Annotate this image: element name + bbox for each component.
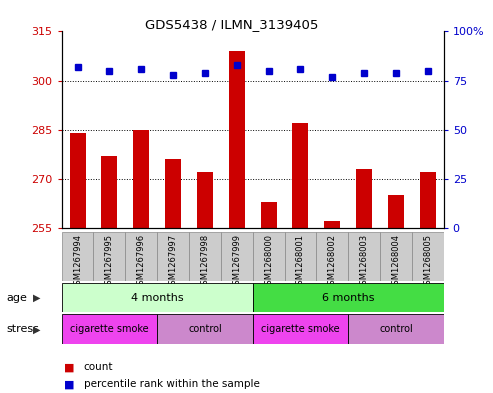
Bar [317, 232, 348, 281]
Bar [125, 232, 157, 281]
Bar [221, 232, 252, 281]
Bar [62, 283, 252, 312]
Text: age: age [6, 293, 27, 303]
Bar [133, 130, 149, 228]
Text: GSM1267996: GSM1267996 [137, 234, 146, 290]
Text: ■: ■ [64, 379, 74, 389]
Bar [62, 314, 157, 344]
Bar [94, 232, 125, 281]
Text: GDS5438 / ILMN_3139405: GDS5438 / ILMN_3139405 [145, 18, 318, 31]
Bar [261, 202, 277, 228]
Bar [252, 232, 284, 281]
Text: ■: ■ [64, 362, 74, 373]
Bar [388, 195, 404, 228]
Bar [420, 172, 436, 228]
Text: GSM1268002: GSM1268002 [328, 234, 337, 290]
Bar [157, 314, 252, 344]
Text: control: control [379, 324, 413, 334]
Text: ▶: ▶ [33, 324, 41, 334]
Text: percentile rank within the sample: percentile rank within the sample [84, 379, 260, 389]
Bar [189, 232, 221, 281]
Bar [252, 283, 444, 312]
Text: GSM1267998: GSM1267998 [200, 234, 210, 290]
Text: GSM1267994: GSM1267994 [73, 234, 82, 290]
Text: GSM1267995: GSM1267995 [105, 234, 114, 290]
Bar [412, 232, 444, 281]
Text: cigarette smoke: cigarette smoke [70, 324, 149, 334]
Text: GSM1268001: GSM1268001 [296, 234, 305, 290]
Text: 6 months: 6 months [322, 293, 374, 303]
Text: GSM1268000: GSM1268000 [264, 234, 273, 290]
Text: 4 months: 4 months [131, 293, 183, 303]
Bar [252, 314, 348, 344]
Text: GSM1267997: GSM1267997 [169, 234, 177, 290]
Bar [348, 314, 444, 344]
Text: count: count [84, 362, 113, 373]
Bar [157, 232, 189, 281]
Text: GSM1267999: GSM1267999 [232, 234, 241, 290]
Bar [102, 156, 117, 228]
Bar [324, 221, 340, 228]
Text: ▶: ▶ [33, 293, 41, 303]
Bar [356, 169, 372, 228]
Text: GSM1268004: GSM1268004 [391, 234, 400, 290]
Bar [292, 123, 309, 228]
Bar [62, 232, 94, 281]
Text: stress: stress [6, 324, 39, 334]
Bar [70, 133, 85, 228]
Bar [380, 232, 412, 281]
Text: GSM1268003: GSM1268003 [359, 234, 369, 290]
Text: cigarette smoke: cigarette smoke [261, 324, 340, 334]
Text: GSM1268005: GSM1268005 [423, 234, 432, 290]
Bar [165, 159, 181, 228]
Bar [348, 232, 380, 281]
Bar [197, 172, 213, 228]
Bar [229, 51, 245, 228]
Bar [284, 232, 317, 281]
Text: control: control [188, 324, 222, 334]
